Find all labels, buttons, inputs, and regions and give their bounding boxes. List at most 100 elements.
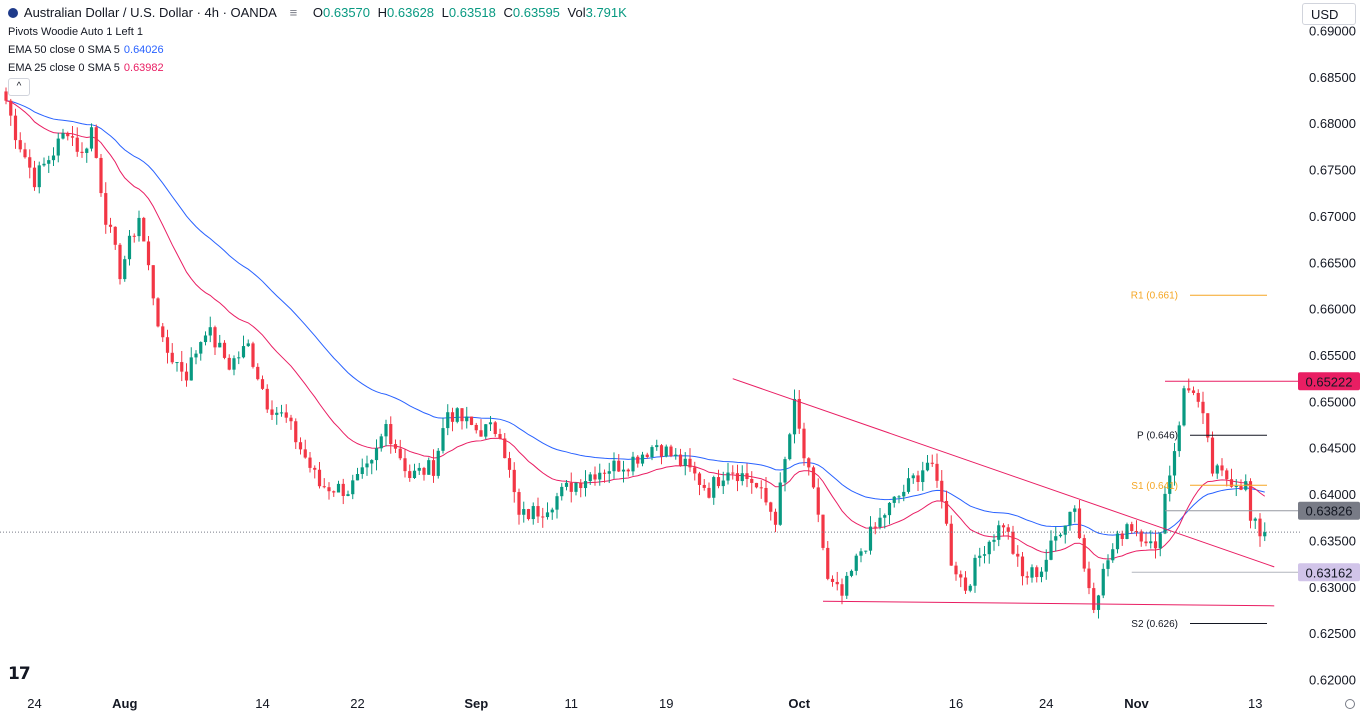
candle-body [1191,390,1196,393]
candle-body [1134,530,1139,532]
candle-body [23,149,27,158]
candle-body [845,575,849,596]
indicator-value: 0.64026 [123,44,164,56]
candle-body [1263,532,1267,537]
price-tags: 0.65222 0.63826 0.63162 [1298,372,1360,582]
candle-body [617,460,621,472]
candle-body [151,265,155,299]
currency-selector[interactable]: USD [1302,3,1356,25]
candle-body [906,478,911,492]
candle-body [66,133,70,137]
x-tick-label: 14 [255,696,269,711]
candle-body [925,462,930,471]
candle-body [878,517,882,527]
candle-body [370,460,374,464]
candle-body [892,496,896,503]
x-tick-label: Nov [1124,696,1149,711]
candle-body [474,424,478,431]
candle-body [664,446,668,457]
candle-body [916,475,920,483]
candle-body [9,100,13,116]
indicator-ema25[interactable]: EMA 25 close 0 SMA 5 0.63982 [8,62,164,74]
candle-body [797,398,801,429]
candle-body [726,472,730,481]
candle-body [940,480,944,501]
candle-body [313,467,317,470]
y-tick-label: 0.65000 [1309,394,1356,409]
candle-body [127,235,132,260]
candle-body [1044,559,1048,572]
candle-body [1035,567,1039,578]
candle-body [1001,525,1006,528]
ema25-line [5,100,1266,560]
candle-body [1092,588,1096,610]
ohlc-high: 0.63628 [387,5,435,20]
candle-body [897,496,901,498]
y-tick-label: 0.68500 [1309,70,1356,85]
x-tick-label: 13 [1248,696,1262,711]
candle-body [750,479,754,483]
candle-body [208,327,212,336]
candle-body [99,157,103,194]
candle-body [294,421,298,443]
candle-body [427,460,431,475]
pivot-label: P (0.646) [1137,431,1178,442]
candle-body [721,480,725,487]
x-tick-label: 24 [27,696,41,711]
candle-body [161,326,165,338]
candle-body [70,136,75,138]
candle-body [1054,536,1058,541]
candle-body [1248,481,1253,521]
y-tick-label: 0.64000 [1309,487,1356,502]
candle-body [697,473,702,485]
collapse-indicators-button[interactable]: ^ [8,78,30,96]
candle-body [978,555,982,558]
candle-body [745,473,749,480]
candle-body [735,473,740,482]
candle-body [441,428,445,451]
candle-body [564,482,569,487]
candle-body [1049,540,1053,560]
candle-body [968,585,972,591]
candle-body [707,487,711,498]
candle-body [688,458,692,468]
candle-body [403,458,407,472]
symbol-title[interactable]: Australian Dollar / U.S. Dollar · 4h · O… [23,5,277,20]
indicator-pivots[interactable]: Pivots Woodie Auto 1 Left 1 [8,26,143,38]
candle-body [1101,568,1105,596]
candle-body [1030,567,1034,578]
pivot-label: S2 (0.626) [1131,619,1178,630]
candle-body [289,417,293,422]
candle-body [1139,531,1143,542]
candle-body [802,428,806,459]
candle-body [360,467,364,475]
candle-body [180,362,184,372]
candle-body [13,115,18,141]
volume-value: 3.791K [585,5,627,20]
candle-body [1220,465,1224,471]
candle-body [1106,560,1110,569]
candle-body [1215,465,1219,474]
candle-body [384,424,388,437]
candle-body [678,454,683,466]
candle-body [821,514,825,548]
candle-body [949,523,953,566]
candle-body [1187,388,1191,391]
candle-body [902,491,906,497]
indicator-ema50[interactable]: EMA 50 close 0 SMA 5 0.64026 [8,44,164,56]
candle-body [930,462,934,464]
candle-body [113,226,117,245]
candle-body [731,472,735,474]
candle-body [683,458,687,466]
candle-body [61,133,65,139]
candle-body [792,398,797,435]
candle-body [346,494,350,496]
candle-body [811,467,816,488]
candle-body [498,434,502,439]
candle-body [256,366,260,380]
candle-body [921,470,925,483]
candle-body [336,483,341,493]
candle-body [1120,533,1124,539]
candle-body [693,467,697,474]
